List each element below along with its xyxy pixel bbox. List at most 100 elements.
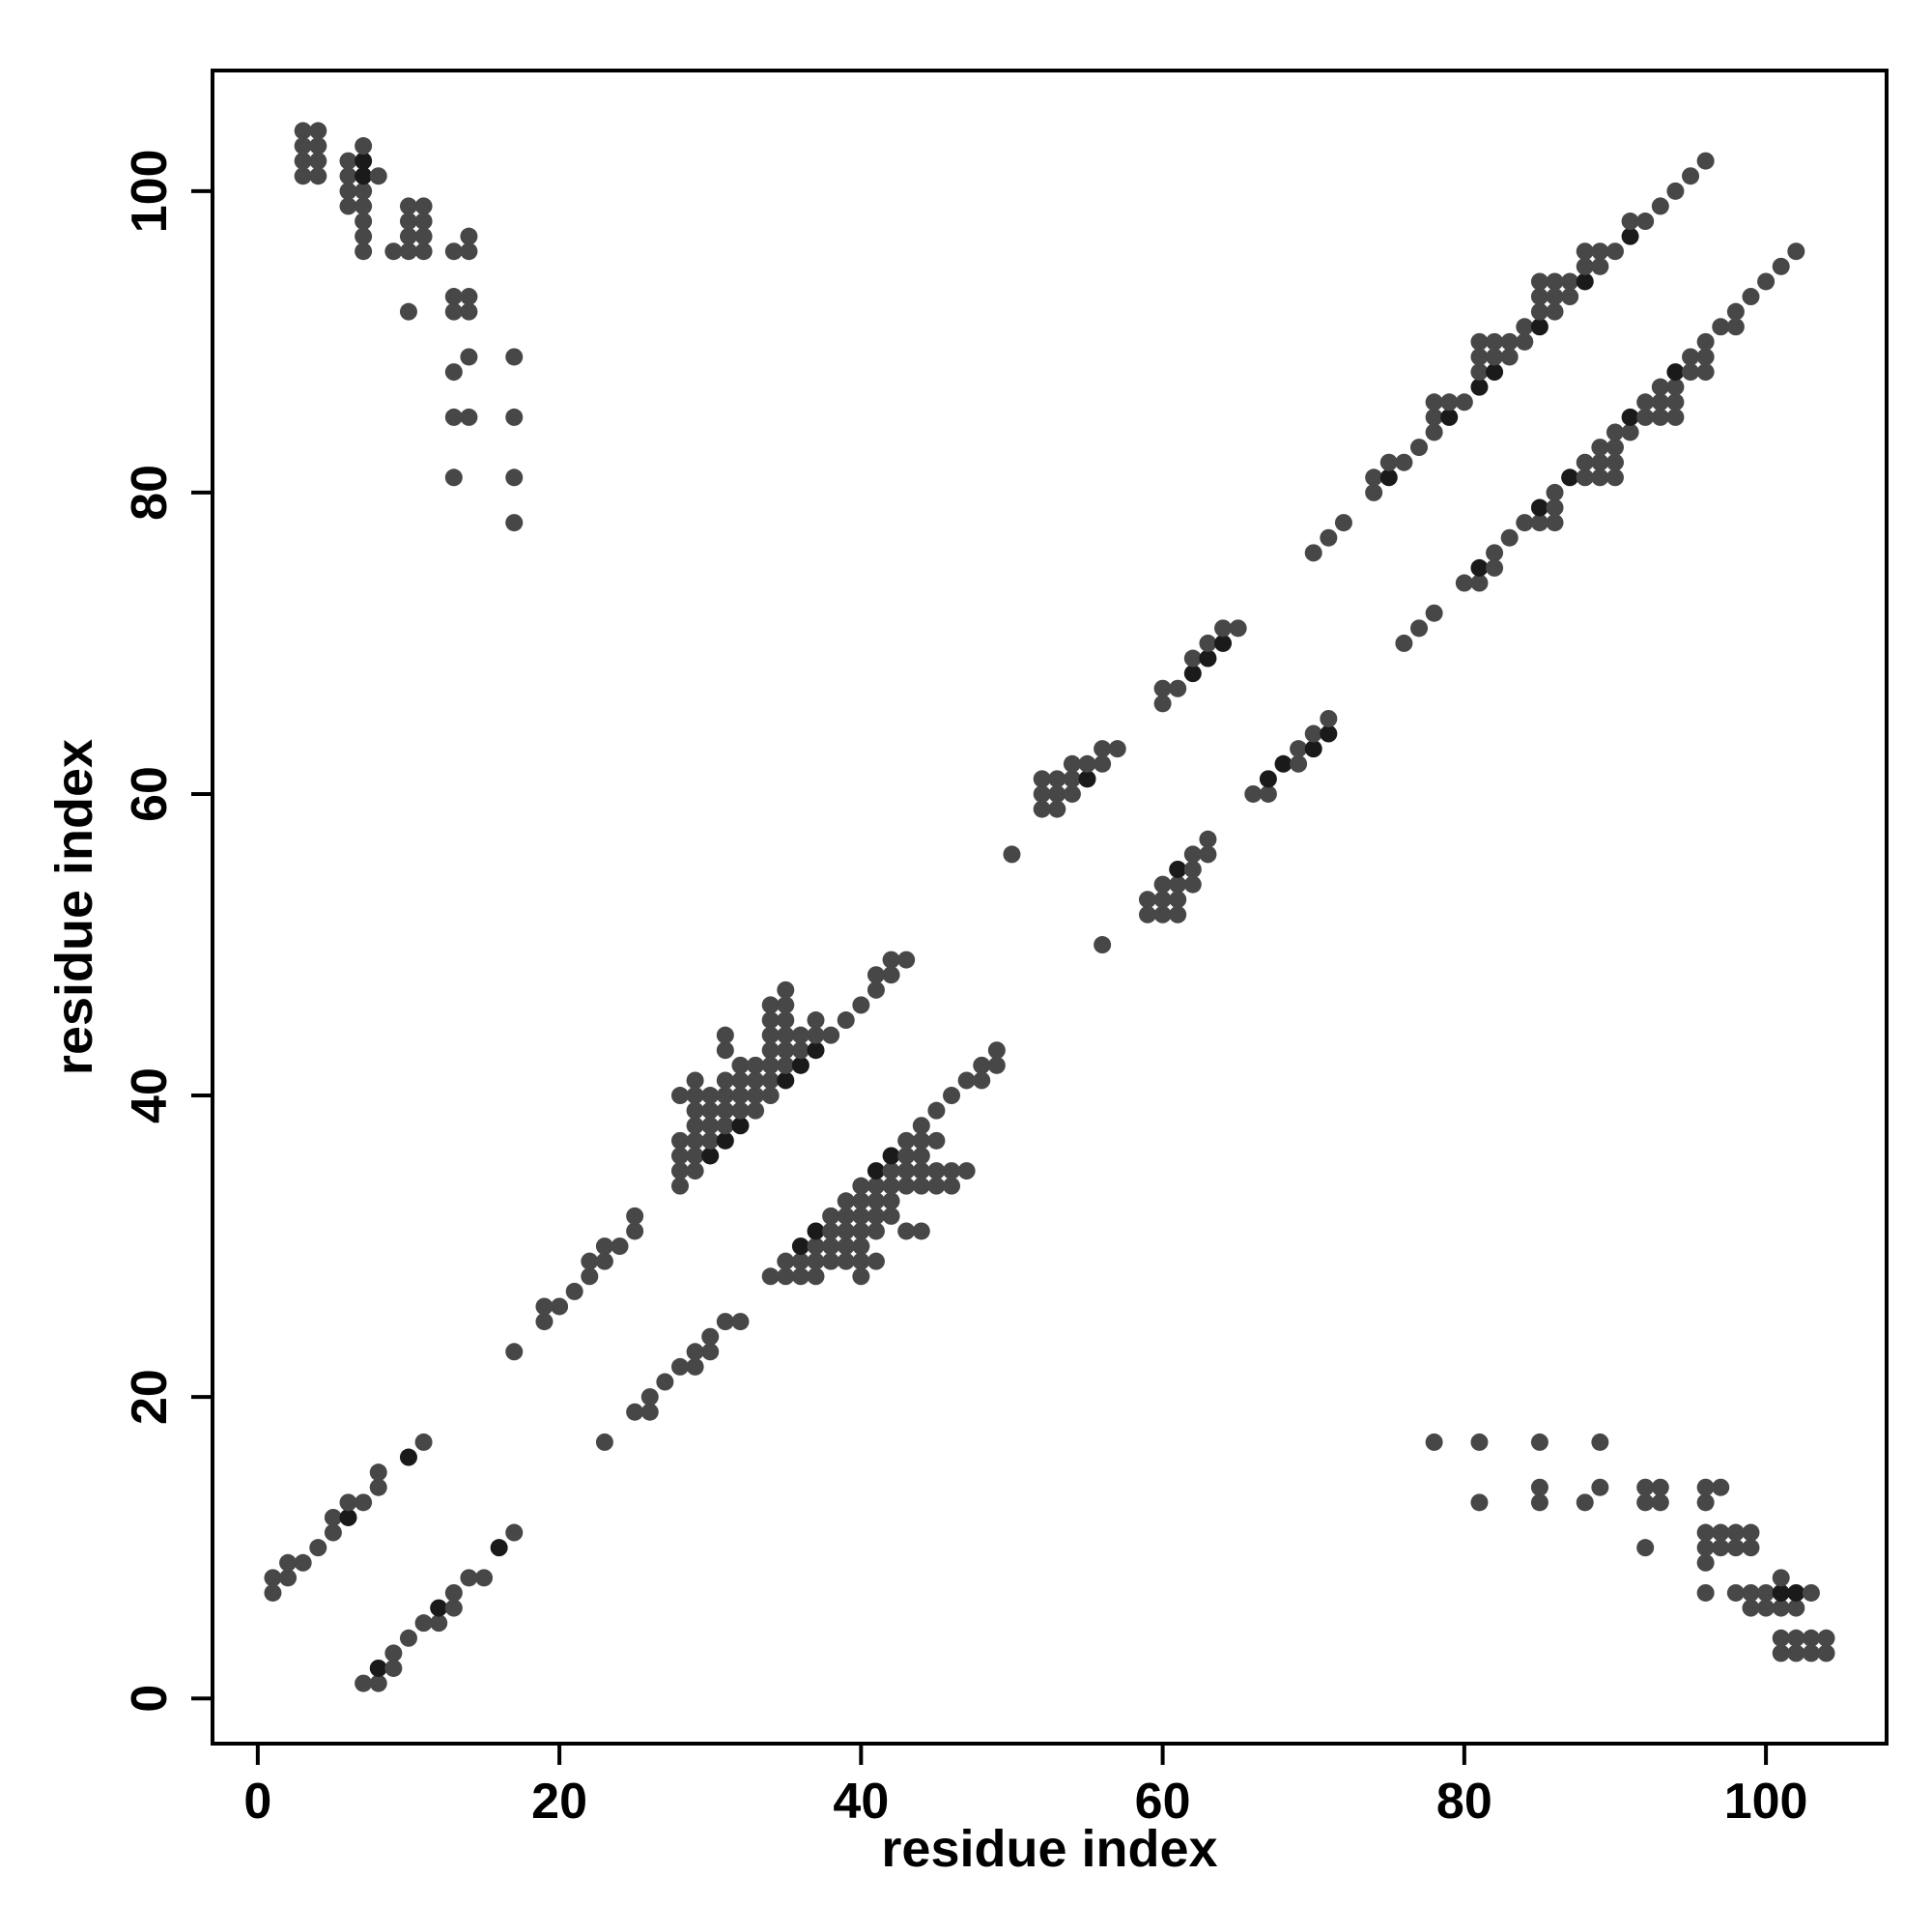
data-point	[1561, 469, 1579, 487]
data-point	[1576, 257, 1594, 275]
data-point	[505, 1523, 524, 1542]
data-point	[656, 1373, 674, 1391]
data-point	[1094, 936, 1112, 954]
data-point	[1696, 1583, 1715, 1602]
data-point	[1651, 1478, 1669, 1496]
data-point	[1410, 439, 1429, 457]
data-point	[791, 1267, 810, 1286]
data-point	[1470, 363, 1489, 382]
data-point	[1500, 528, 1519, 547]
data-point	[1486, 363, 1504, 382]
data-point	[1244, 784, 1263, 803]
data-point	[1726, 1523, 1745, 1542]
data-point	[535, 1313, 554, 1331]
data-point	[807, 1267, 825, 1286]
data-point	[1530, 514, 1548, 532]
data-point	[807, 1252, 825, 1270]
data-point	[1772, 1569, 1790, 1587]
data-point	[1290, 754, 1308, 773]
data-point	[490, 1539, 508, 1557]
data-point	[1169, 875, 1187, 894]
data-point	[1108, 740, 1126, 758]
data-point	[1772, 1644, 1790, 1662]
data-point	[1470, 574, 1489, 592]
data-point	[414, 227, 433, 245]
data-point	[1636, 393, 1655, 412]
data-point	[309, 122, 327, 140]
data-point	[1682, 348, 1700, 366]
data-point	[927, 1131, 946, 1150]
data-point	[1410, 619, 1429, 638]
data-point	[595, 1252, 613, 1270]
data-point	[882, 1207, 900, 1225]
data-point	[1486, 348, 1504, 366]
data-point	[670, 1357, 689, 1376]
data-point	[837, 1207, 855, 1225]
data-point	[1500, 332, 1519, 351]
data-point	[339, 197, 357, 215]
data-point	[444, 1583, 463, 1602]
data-point	[807, 1011, 825, 1030]
data-point	[369, 1674, 387, 1692]
data-point	[686, 1117, 704, 1135]
data-point	[882, 951, 900, 969]
data-point	[339, 1508, 357, 1526]
data-point	[1365, 469, 1383, 487]
data-point	[1048, 800, 1066, 818]
data-point	[309, 167, 327, 185]
data-point	[1486, 544, 1504, 562]
data-point	[294, 1553, 312, 1572]
data-point	[1696, 348, 1715, 366]
data-point	[505, 1343, 524, 1361]
data-point	[912, 1117, 930, 1135]
x-tick-label: 80	[1436, 1774, 1492, 1830]
data-point	[1576, 242, 1594, 261]
data-point	[1772, 257, 1790, 275]
data-point	[777, 1026, 795, 1044]
data-point	[369, 167, 387, 185]
data-point	[1591, 1478, 1609, 1496]
data-point	[1546, 514, 1564, 532]
data-point	[701, 1131, 720, 1150]
data-point	[1094, 754, 1112, 773]
data-point	[1696, 1539, 1715, 1557]
data-point	[1666, 378, 1685, 396]
data-point	[1636, 213, 1655, 231]
data-point	[837, 1222, 855, 1240]
data-point	[1772, 1583, 1790, 1602]
data-point	[1379, 469, 1398, 487]
data-point	[1651, 393, 1669, 412]
data-point	[882, 1162, 900, 1180]
data-point	[355, 1493, 373, 1512]
data-point	[355, 242, 373, 261]
data-point	[565, 1282, 583, 1300]
data-point	[822, 1207, 840, 1225]
data-point	[761, 1026, 780, 1044]
data-point	[309, 137, 327, 156]
data-point	[1576, 469, 1594, 487]
data-point	[640, 1388, 659, 1406]
data-point	[912, 1147, 930, 1165]
data-point	[716, 1117, 734, 1135]
data-point	[1199, 830, 1217, 848]
data-point	[611, 1237, 629, 1256]
data-point	[309, 1539, 327, 1557]
data-point	[897, 1131, 916, 1150]
data-point	[1546, 302, 1564, 321]
data-point	[701, 1101, 720, 1120]
data-point	[1802, 1629, 1820, 1647]
data-point	[716, 1313, 734, 1331]
data-point	[1742, 288, 1760, 306]
data-point	[460, 242, 478, 261]
y-tick-label: 60	[122, 766, 178, 822]
data-point	[670, 1147, 689, 1165]
data-point	[1605, 242, 1624, 261]
data-point	[1530, 318, 1548, 336]
data-point	[1063, 754, 1081, 773]
data-point	[399, 302, 417, 321]
data-point	[731, 1101, 750, 1120]
data-point	[1757, 1583, 1776, 1602]
data-point	[460, 348, 478, 366]
data-point	[1757, 272, 1776, 291]
y-tick-label: 20	[122, 1369, 178, 1425]
